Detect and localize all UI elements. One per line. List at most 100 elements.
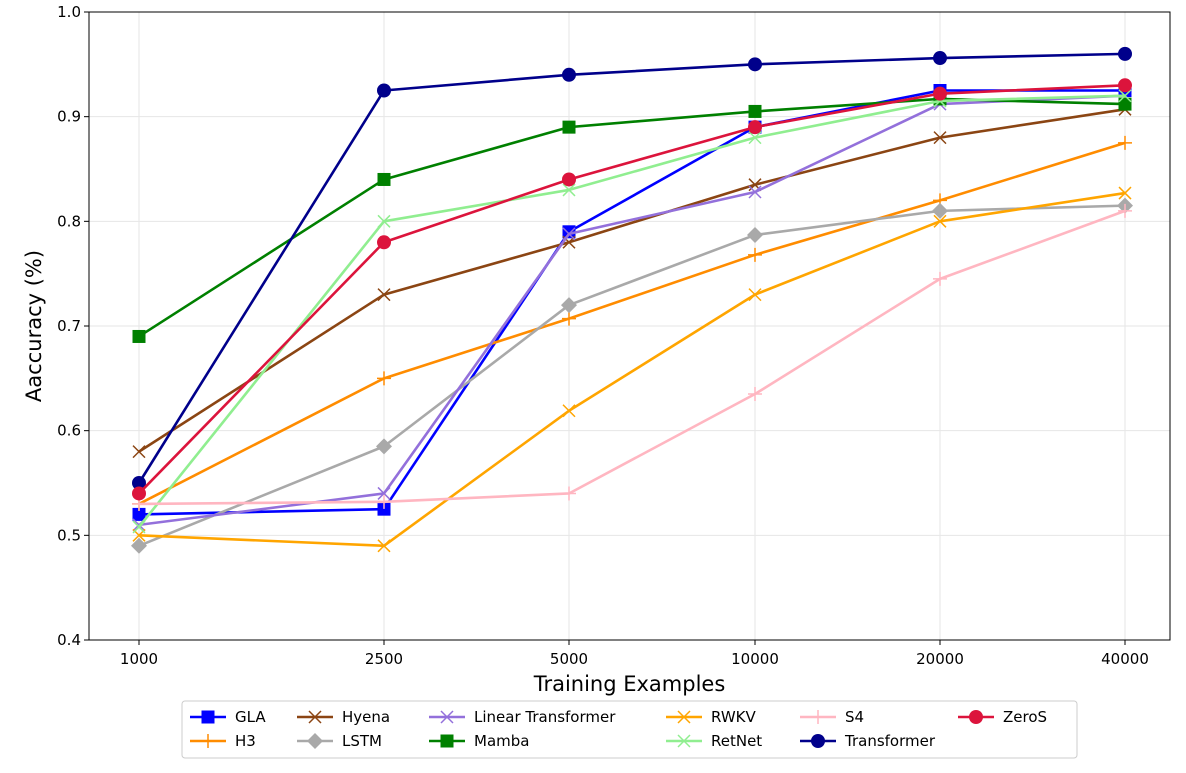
data-point-gla <box>562 225 576 239</box>
data-point-zeros <box>132 486 146 501</box>
y-tick-label: 0.7 <box>57 317 81 335</box>
series-line-zeros <box>138 83 1126 495</box>
x-tick-label: 20000 <box>916 650 964 668</box>
data-point-rwkv <box>1118 186 1132 200</box>
data-point-lstm <box>561 297 577 314</box>
data-point-zeros <box>562 172 576 187</box>
data-point-h3 <box>748 247 762 262</box>
series-line-s4 <box>138 209 1126 506</box>
x-tick-label: 40000 <box>1101 650 1149 668</box>
data-point-mamba <box>562 120 576 134</box>
y-tick-label: 0.5 <box>57 526 81 544</box>
legend-box <box>181 700 1078 759</box>
data-point-rwkv <box>933 214 947 228</box>
series-zeros <box>132 78 1132 501</box>
legend-item-s4: S4 <box>800 708 864 726</box>
y-tick-label: 0.8 <box>57 212 81 230</box>
data-point-mamba <box>748 104 762 118</box>
data-point-rwkv <box>748 288 762 302</box>
legend-item-transformer: Transformer <box>800 732 936 750</box>
x-tick-label: 10000 <box>731 650 779 668</box>
data-point-linear-transformer <box>377 486 391 500</box>
legend-item-h3: H3 <box>190 732 256 750</box>
data-point-transformer <box>748 57 762 72</box>
data-point-retnet <box>748 131 762 145</box>
data-point-lstm <box>131 537 147 554</box>
legend-swatch-marker <box>201 710 215 724</box>
data-point-h3 <box>1118 135 1132 150</box>
legend-swatch-marker <box>677 734 691 748</box>
series-line-transformer <box>137 52 1126 484</box>
y-tick-label: 0.9 <box>57 108 81 126</box>
data-point-lstm <box>747 226 763 243</box>
legend-swatch-marker <box>969 710 983 724</box>
y-axis-title: Aaccuracy (%) <box>22 250 46 402</box>
legend: GLA H3 Hyena LSTM Linear Transformer Mamba RWK… <box>181 700 1078 759</box>
data-point-mamba <box>377 172 391 186</box>
data-point-zeros <box>748 120 762 135</box>
legend-label: RetNet <box>711 732 762 750</box>
data-point-rwkv <box>377 539 391 553</box>
data-point-zeros <box>933 86 947 101</box>
data-point-transformer <box>933 51 947 66</box>
data-point-hyena <box>377 288 391 302</box>
legend-label: H3 <box>235 732 256 750</box>
data-point-mamba <box>1118 97 1132 111</box>
series-line-gla <box>138 89 1125 516</box>
data-point-h3 <box>562 311 576 326</box>
series-line-lstm <box>138 204 1126 548</box>
data-point-hyena <box>933 131 947 145</box>
data-point-s4 <box>562 486 576 501</box>
data-point-s4 <box>748 387 762 402</box>
data-point-mamba <box>132 329 146 343</box>
legend-swatch-marker <box>308 710 322 724</box>
data-point-hyena <box>132 445 146 459</box>
data-point-s4 <box>933 271 947 286</box>
x-tick-label: 1000 <box>120 650 158 668</box>
data-point-transformer <box>1118 46 1132 61</box>
legend-swatch-marker <box>677 710 691 724</box>
legend-swatch-marker <box>307 733 323 749</box>
legend-label: LSTM <box>342 732 382 750</box>
legend-item-linear-transformer: Linear Transformer <box>429 708 616 726</box>
series-transformer <box>132 46 1132 490</box>
data-point-zeros <box>1118 78 1132 93</box>
data-point-s4 <box>377 494 391 509</box>
data-point-transformer <box>377 83 391 98</box>
data-point-transformer <box>132 476 146 490</box>
legend-swatch-marker <box>201 734 215 748</box>
data-point-linear-transformer <box>748 185 762 199</box>
data-point-linear-transformer <box>562 227 576 241</box>
x-tick-label: 2500 <box>365 650 403 668</box>
series-s4 <box>132 203 1132 511</box>
legend-label: S4 <box>845 708 864 726</box>
legend-label: ZeroS <box>1003 708 1047 726</box>
legend-item-lstm: LSTM <box>297 732 382 750</box>
series-line-retnet <box>137 94 1126 528</box>
data-point-retnet <box>1118 89 1132 103</box>
legend-label: Transformer <box>844 732 936 750</box>
series-line-h3 <box>138 141 1126 506</box>
x-axis-title: Training Examples <box>533 672 726 696</box>
legend-item-rwkv: RWKV <box>666 708 756 726</box>
data-point-zeros <box>377 235 391 250</box>
legend-swatch-marker <box>811 710 825 724</box>
series-line-rwkv <box>138 191 1126 548</box>
legend-label: GLA <box>235 708 266 726</box>
legend-item-zeros: ZeroS <box>958 708 1047 726</box>
legend-item-gla: GLA <box>190 708 266 726</box>
legend-label: Hyena <box>342 708 390 726</box>
legend-label: RWKV <box>711 708 756 726</box>
data-point-gla <box>377 502 391 516</box>
axes: 0.4 0.5 0.6 0.7 0.8 0.9 1.0 1000 2500 5000 10000 20… <box>57 3 1149 668</box>
data-point-gla <box>132 507 146 521</box>
legend-item-mamba: Mamba <box>429 732 529 750</box>
legend-item-retnet: RetNet <box>666 732 762 750</box>
y-tick-label: 1.0 <box>57 3 81 21</box>
series-line-linear-transformer <box>138 94 1126 527</box>
data-point-s4 <box>1118 203 1132 218</box>
y-tick-label: 0.4 <box>57 631 81 649</box>
series-rwkv <box>132 186 1132 553</box>
